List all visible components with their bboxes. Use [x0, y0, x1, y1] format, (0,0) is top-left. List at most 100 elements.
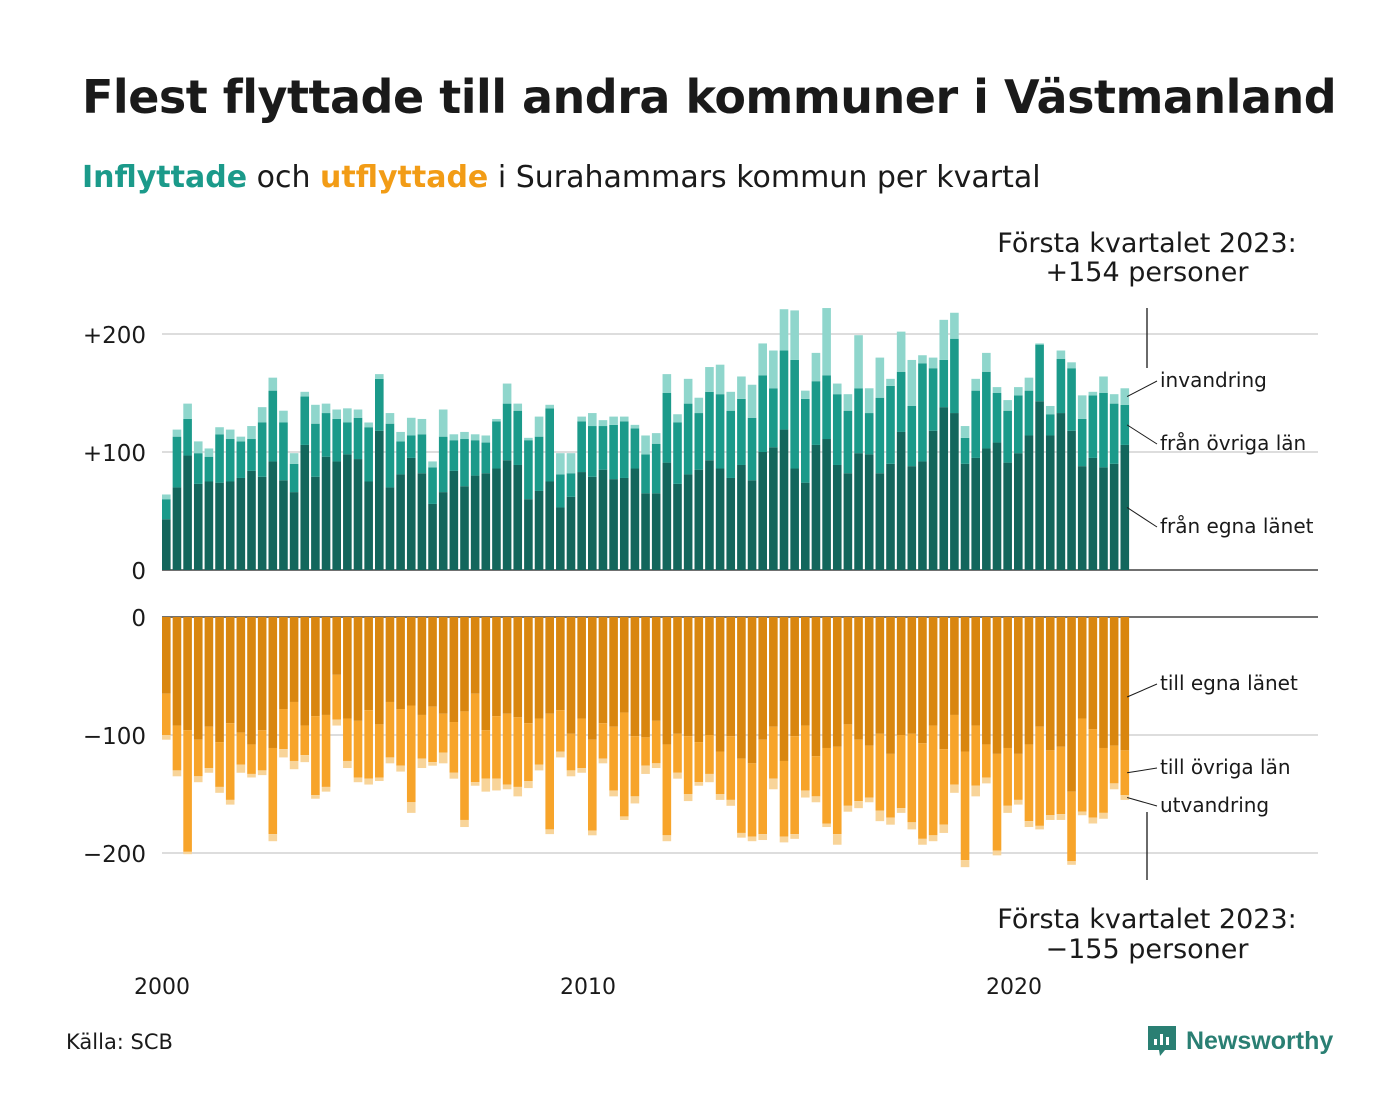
bar-out-1 — [790, 736, 799, 835]
bar-out-0 — [747, 617, 757, 764]
bar-in-2 — [928, 357, 938, 369]
bar-in-2 — [1024, 377, 1034, 391]
bar-in-1 — [470, 440, 480, 476]
bar-in-0 — [651, 493, 661, 570]
bar-in-2 — [822, 308, 831, 376]
bar-in-2 — [321, 403, 331, 414]
bar-out-2 — [1003, 805, 1012, 813]
bar-in-0 — [225, 481, 235, 570]
bar-in-1 — [225, 439, 235, 482]
bar-in-2 — [172, 429, 182, 437]
bar-in-1 — [982, 371, 991, 449]
bar-out-1 — [577, 718, 586, 769]
bar-out-2 — [726, 799, 736, 806]
bar-in-2 — [918, 355, 927, 364]
bar-in-0 — [939, 407, 949, 570]
bar-in-1 — [598, 426, 608, 470]
bar-in-1 — [481, 442, 491, 474]
bar-in-0 — [1109, 463, 1119, 570]
bar-out-1 — [311, 716, 320, 796]
bar-out-0 — [204, 617, 214, 727]
bar-out-2 — [1045, 815, 1055, 820]
bar-in-2 — [982, 352, 991, 372]
newsworthy-logo-text: Newsworthy — [1186, 1026, 1334, 1055]
bar-out-1 — [417, 714, 427, 759]
bar-in-1 — [694, 413, 704, 470]
bar-in-2 — [247, 426, 256, 440]
bar-in-2 — [630, 424, 640, 429]
bar-in-1 — [1056, 358, 1066, 414]
bar-out-2 — [737, 832, 746, 838]
bar-in-1 — [375, 378, 384, 431]
annotation-bottom-line1: Första kvartalet 2023: — [997, 904, 1296, 935]
bar-out-0 — [556, 617, 565, 711]
bar-out-1 — [1088, 729, 1098, 818]
bar-in-0 — [1056, 413, 1066, 570]
bar-out-1 — [971, 725, 980, 786]
bar-in-0 — [1099, 467, 1108, 570]
bar-in-0 — [556, 507, 565, 570]
bar-in-1 — [854, 388, 863, 454]
bar-in-0 — [683, 474, 693, 570]
bar-out-0 — [1024, 617, 1034, 745]
newsworthy-logo[interactable]: Newsworthy — [1146, 1024, 1333, 1058]
bar-out-2 — [864, 797, 874, 803]
bar-in-2 — [971, 378, 980, 391]
bar-in-2 — [832, 383, 842, 395]
bar-in-1 — [779, 350, 789, 430]
bar-out-1 — [1056, 746, 1066, 815]
bar-out-0 — [481, 617, 491, 731]
bar-in-2 — [1014, 387, 1023, 396]
bar-in-0 — [353, 459, 363, 570]
bar-out-1 — [843, 724, 853, 806]
bar-in-1 — [950, 338, 959, 414]
series-connector — [1126, 380, 1158, 397]
bar-out-1 — [854, 739, 863, 802]
bar-in-1 — [928, 368, 938, 431]
bar-in-1 — [843, 410, 853, 474]
subtitle-rest: i Surahammars kommun per kvartal — [497, 160, 1041, 195]
bar-in-0 — [438, 492, 448, 570]
bar-out-1 — [513, 717, 523, 787]
bar-in-0 — [311, 476, 320, 570]
bar-out-1 — [225, 723, 235, 800]
bar-in-2 — [673, 414, 682, 423]
bar-in-2 — [1120, 388, 1130, 405]
bar-out-2 — [811, 796, 821, 803]
bar-in-2 — [225, 429, 235, 440]
bar-out-2 — [683, 794, 693, 802]
bar-in-0 — [641, 493, 650, 570]
bar-out-1 — [630, 736, 640, 797]
bar-out-1 — [779, 760, 789, 837]
bar-in-2 — [204, 448, 214, 457]
bar-out-1 — [694, 742, 704, 783]
bar-in-2 — [1035, 343, 1044, 345]
bars-utflyttade — [162, 617, 1130, 868]
bar-in-1 — [705, 391, 714, 461]
bar-in-2 — [694, 397, 704, 414]
bar-out-1 — [1120, 750, 1130, 796]
bar-in-1 — [715, 394, 725, 469]
subtitle-utflyttade: utflyttade — [320, 160, 489, 195]
bar-in-2 — [556, 453, 565, 475]
bar-out-0 — [353, 617, 363, 721]
bar-out-2 — [630, 796, 640, 804]
bar-out-2 — [609, 790, 618, 797]
bar-in-1 — [1014, 395, 1023, 454]
bar-out-0 — [193, 617, 203, 740]
bar-in-0 — [364, 481, 373, 570]
bar-in-2 — [641, 435, 650, 455]
bar-in-2 — [183, 403, 192, 419]
bar-in-2 — [1109, 394, 1119, 404]
bar-out-1 — [172, 725, 182, 771]
bar-out-0 — [1035, 617, 1044, 727]
subtitle-inflyttade: Inflyttade — [82, 160, 248, 195]
bar-out-0 — [960, 617, 970, 752]
bar-out-2 — [769, 778, 778, 790]
bar-in-0 — [1120, 444, 1130, 570]
bar-in-0 — [428, 503, 437, 570]
bar-out-0 — [396, 617, 405, 710]
bar-out-0 — [598, 617, 608, 724]
bar-in-0 — [289, 492, 299, 570]
bar-in-0 — [811, 444, 821, 570]
